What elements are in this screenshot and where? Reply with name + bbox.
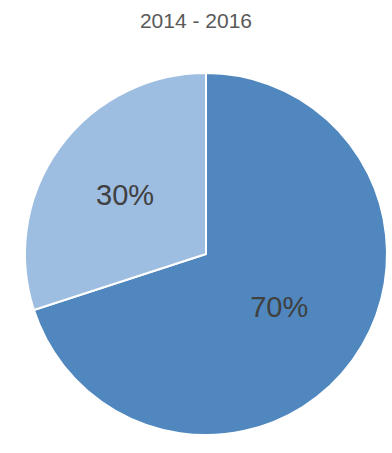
- svg-text:70%: 70%: [250, 291, 308, 323]
- svg-text:2014 - 2016: 2014 - 2016: [140, 9, 252, 32]
- svg-text:30%: 30%: [96, 179, 154, 211]
